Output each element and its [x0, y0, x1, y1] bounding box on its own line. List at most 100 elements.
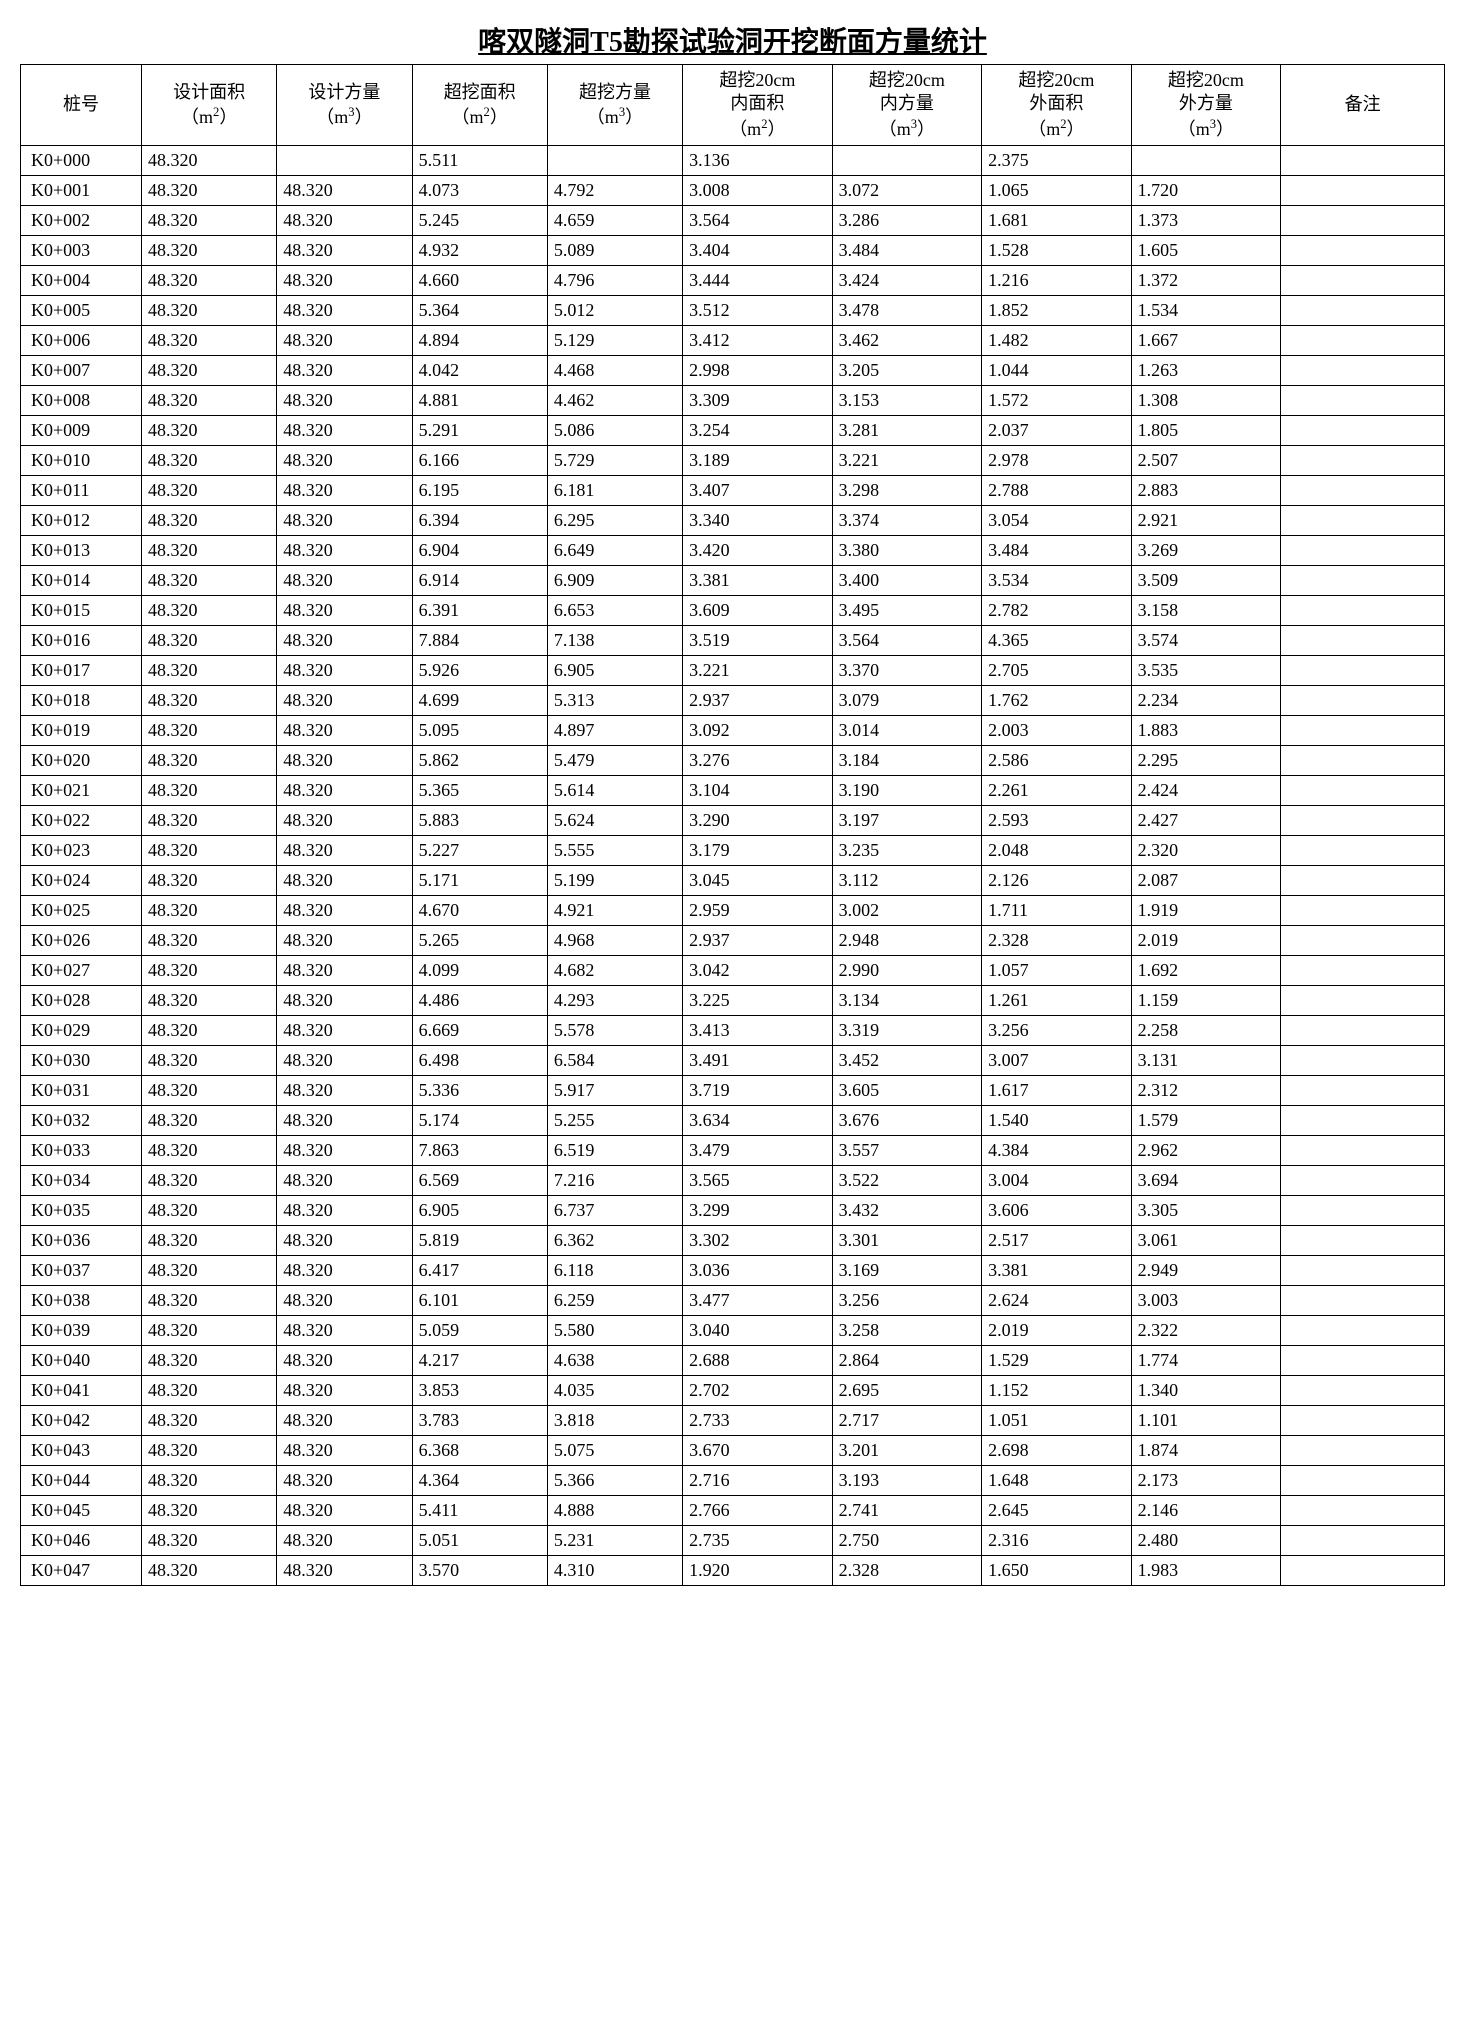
cell: 5.729 [547, 446, 682, 476]
cell: 3.256 [982, 1016, 1132, 1046]
cell: 3.477 [683, 1286, 833, 1316]
cell: 2.087 [1131, 866, 1281, 896]
cell: 6.737 [547, 1196, 682, 1226]
cell: 3.269 [1131, 536, 1281, 566]
cell: 5.411 [412, 1496, 547, 1526]
cell [1281, 356, 1445, 386]
table-row: K0+00848.32048.3204.8814.4623.3093.1531.… [21, 386, 1445, 416]
cell: 1.711 [982, 896, 1132, 926]
cell: K0+000 [21, 146, 142, 176]
cell: K0+040 [21, 1346, 142, 1376]
cell [1281, 206, 1445, 236]
cell: 3.424 [832, 266, 982, 296]
cell: 2.258 [1131, 1016, 1281, 1046]
cell: 1.572 [982, 386, 1132, 416]
cell: 1.057 [982, 956, 1132, 986]
cell: 4.462 [547, 386, 682, 416]
table-row: K0+03448.32048.3206.5697.2163.5653.5223.… [21, 1166, 1445, 1196]
cell: 3.484 [832, 236, 982, 266]
cell: 3.134 [832, 986, 982, 1016]
cell: 1.261 [982, 986, 1132, 1016]
cell: 4.042 [412, 356, 547, 386]
cell [1281, 146, 1445, 176]
data-table: 桩号设计面积（m2）设计方量（m3）超挖面积（m2）超挖方量（m3）超挖20cm… [20, 64, 1445, 1586]
cell: 5.479 [547, 746, 682, 776]
cell: 1.617 [982, 1076, 1132, 1106]
cell: 2.295 [1131, 746, 1281, 776]
cell [1281, 1136, 1445, 1166]
table-row: K0+01748.32048.3205.9266.9053.2213.3702.… [21, 656, 1445, 686]
cell: 48.320 [277, 926, 412, 956]
cell: 4.384 [982, 1136, 1132, 1166]
cell: 48.320 [142, 806, 277, 836]
cell: 6.259 [547, 1286, 682, 1316]
cell: K0+013 [21, 536, 142, 566]
cell: 1.528 [982, 236, 1132, 266]
cell: 7.863 [412, 1136, 547, 1166]
cell: K0+025 [21, 896, 142, 926]
cell: 48.320 [142, 326, 277, 356]
page-title: 喀双隧洞T5勘探试验洞开挖断面方量统计 [20, 20, 1445, 60]
cell: 48.320 [142, 836, 277, 866]
cell: 5.614 [547, 776, 682, 806]
cell: 2.322 [1131, 1316, 1281, 1346]
cell: 4.217 [412, 1346, 547, 1376]
cell: 4.035 [547, 1376, 682, 1406]
cell: 2.517 [982, 1226, 1132, 1256]
cell: 5.171 [412, 866, 547, 896]
cell: 3.201 [832, 1436, 982, 1466]
cell: 3.676 [832, 1106, 982, 1136]
cell: 3.570 [412, 1556, 547, 1586]
cell [832, 146, 982, 176]
cell: 4.670 [412, 896, 547, 926]
cell: 2.019 [1131, 926, 1281, 956]
table-row: K0+02748.32048.3204.0994.6823.0422.9901.… [21, 956, 1445, 986]
cell: 48.320 [142, 206, 277, 236]
cell [1281, 1556, 1445, 1586]
cell: 4.364 [412, 1466, 547, 1496]
col-header-1: 设计面积（m2） [142, 65, 277, 146]
cell: 3.670 [683, 1436, 833, 1466]
table-row: K0+00248.32048.3205.2454.6593.5643.2861.… [21, 206, 1445, 236]
cell: 48.320 [142, 536, 277, 566]
cell: 3.340 [683, 506, 833, 536]
cell: 48.320 [277, 566, 412, 596]
cell: 3.512 [683, 296, 833, 326]
cell: 48.320 [277, 1496, 412, 1526]
cell: 48.320 [277, 1556, 412, 1586]
cell: 3.478 [832, 296, 982, 326]
cell: 48.320 [142, 716, 277, 746]
cell: 3.235 [832, 836, 982, 866]
cell: 2.949 [1131, 1256, 1281, 1286]
cell [277, 146, 412, 176]
table-row: K0+04648.32048.3205.0515.2312.7352.7502.… [21, 1526, 1445, 1556]
cell: 2.312 [1131, 1076, 1281, 1106]
cell: 2.978 [982, 446, 1132, 476]
cell: 3.054 [982, 506, 1132, 536]
cell: 3.036 [683, 1256, 833, 1286]
cell: 3.131 [1131, 1046, 1281, 1076]
cell: 1.692 [1131, 956, 1281, 986]
cell: 3.452 [832, 1046, 982, 1076]
cell: 48.320 [142, 416, 277, 446]
cell: 48.320 [277, 1316, 412, 1346]
cell: 3.694 [1131, 1166, 1281, 1196]
cell: 48.320 [277, 356, 412, 386]
cell: 3.197 [832, 806, 982, 836]
cell: K0+005 [21, 296, 142, 326]
cell: 3.112 [832, 866, 982, 896]
cell: 2.427 [1131, 806, 1281, 836]
col-header-0: 桩号 [21, 65, 142, 146]
cell: 48.320 [277, 1436, 412, 1466]
cell: 1.605 [1131, 236, 1281, 266]
cell: 48.320 [277, 746, 412, 776]
cell: 5.086 [547, 416, 682, 446]
cell: 48.320 [142, 1436, 277, 1466]
cell: 4.792 [547, 176, 682, 206]
table-row: K0+02048.32048.3205.8625.4793.2763.1842.… [21, 746, 1445, 776]
cell: K0+024 [21, 866, 142, 896]
cell: 4.699 [412, 686, 547, 716]
cell: 3.221 [832, 446, 982, 476]
cell: 3.045 [683, 866, 833, 896]
cell: 3.290 [683, 806, 833, 836]
